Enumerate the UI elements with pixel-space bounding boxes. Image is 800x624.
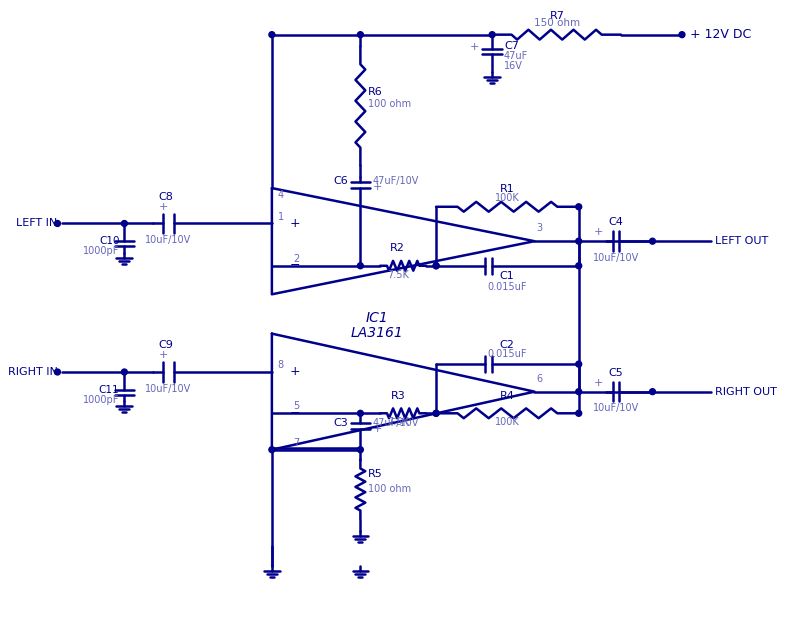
Text: C1: C1 <box>499 271 514 281</box>
Text: LEFT OUT: LEFT OUT <box>715 236 769 246</box>
Circle shape <box>269 32 275 37</box>
Circle shape <box>576 204 582 210</box>
Text: R6: R6 <box>368 87 383 97</box>
Text: 8: 8 <box>278 360 284 370</box>
Circle shape <box>650 238 655 244</box>
Text: C10: C10 <box>99 236 119 246</box>
Text: 1: 1 <box>278 212 284 222</box>
Text: R7: R7 <box>550 11 565 21</box>
Text: 10uF/10V: 10uF/10V <box>593 404 639 414</box>
Circle shape <box>433 411 439 416</box>
Text: R4: R4 <box>499 391 514 401</box>
Text: C8: C8 <box>158 192 173 202</box>
Text: 5: 5 <box>294 401 300 411</box>
Text: +: + <box>373 424 382 434</box>
Circle shape <box>576 361 582 367</box>
Text: 0.015uF: 0.015uF <box>487 349 526 359</box>
Text: R3: R3 <box>390 391 405 401</box>
Text: +: + <box>594 227 603 237</box>
Text: R2: R2 <box>390 243 405 253</box>
Circle shape <box>122 369 127 375</box>
Text: C2: C2 <box>499 340 514 350</box>
Circle shape <box>358 447 363 452</box>
Circle shape <box>358 263 363 269</box>
Text: LEFT IN: LEFT IN <box>16 218 58 228</box>
Circle shape <box>358 32 363 37</box>
Text: 47uF: 47uF <box>504 51 528 61</box>
Circle shape <box>679 32 685 37</box>
Text: 47uF/10V: 47uF/10V <box>372 418 418 428</box>
Text: C5: C5 <box>609 368 623 378</box>
Text: 150 ohm: 150 ohm <box>534 17 580 28</box>
Text: C6: C6 <box>334 176 349 186</box>
Circle shape <box>576 263 582 269</box>
Text: 16V: 16V <box>504 61 523 71</box>
Text: 10uF/10V: 10uF/10V <box>593 253 639 263</box>
Circle shape <box>650 389 655 394</box>
Text: 100K: 100K <box>494 193 519 203</box>
Text: R5: R5 <box>368 469 383 479</box>
Text: C7: C7 <box>504 41 519 51</box>
Text: 7.5K: 7.5K <box>387 417 409 427</box>
Circle shape <box>576 238 582 244</box>
Text: 100 ohm: 100 ohm <box>368 99 411 109</box>
Circle shape <box>358 411 363 416</box>
Text: C3: C3 <box>334 418 349 428</box>
Circle shape <box>433 263 439 269</box>
Circle shape <box>576 411 582 416</box>
Text: 0.015uF: 0.015uF <box>487 281 526 291</box>
Text: LA3161: LA3161 <box>350 326 403 339</box>
Circle shape <box>54 220 61 227</box>
Text: +: + <box>159 350 168 360</box>
Text: +: + <box>470 42 479 52</box>
Text: −: − <box>290 407 300 420</box>
Text: C4: C4 <box>609 217 623 227</box>
Text: + 12V DC: + 12V DC <box>690 28 751 41</box>
Circle shape <box>433 263 439 269</box>
Text: IC1: IC1 <box>366 311 389 325</box>
Text: 3: 3 <box>537 223 542 233</box>
Text: +: + <box>290 217 300 230</box>
Circle shape <box>490 32 495 37</box>
Text: +: + <box>290 366 300 379</box>
Text: 10uF/10V: 10uF/10V <box>145 235 190 245</box>
Text: −: − <box>290 260 300 272</box>
Circle shape <box>433 411 439 416</box>
Text: +: + <box>159 202 168 212</box>
Text: 7: 7 <box>294 437 300 447</box>
Text: 10uF/10V: 10uF/10V <box>145 384 190 394</box>
Text: 6: 6 <box>537 374 542 384</box>
Text: 100 ohm: 100 ohm <box>368 484 411 494</box>
Text: R1: R1 <box>499 184 514 194</box>
Text: RIGHT OUT: RIGHT OUT <box>715 387 778 397</box>
Circle shape <box>576 389 582 394</box>
Text: +: + <box>373 182 382 192</box>
Text: C9: C9 <box>158 340 173 350</box>
Text: 1000pF: 1000pF <box>83 394 119 404</box>
Text: 7.5K: 7.5K <box>387 270 409 280</box>
Circle shape <box>269 447 275 452</box>
Text: 47uF/10V: 47uF/10V <box>372 176 418 186</box>
Text: RIGHT IN: RIGHT IN <box>8 367 58 377</box>
Circle shape <box>54 369 61 375</box>
Text: 4: 4 <box>278 190 284 200</box>
Text: 1000pF: 1000pF <box>83 246 119 256</box>
Text: 100K: 100K <box>494 417 519 427</box>
Text: C11: C11 <box>99 384 119 395</box>
Text: +: + <box>594 378 603 388</box>
Circle shape <box>122 220 127 227</box>
Text: 2: 2 <box>294 254 300 264</box>
